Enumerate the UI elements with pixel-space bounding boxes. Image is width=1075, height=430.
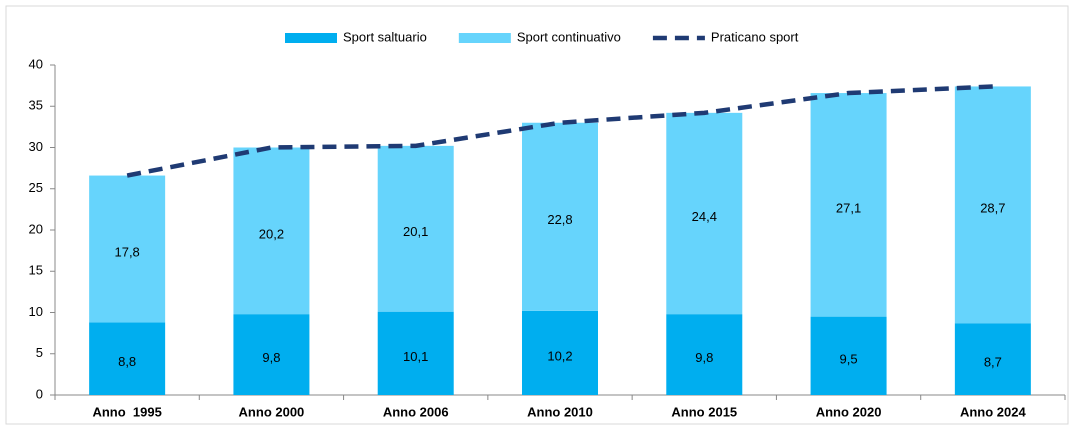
- bar-segment: [89, 175, 166, 323]
- data-label: 28,7: [980, 200, 1005, 215]
- x-tick-label: Anno 2010: [527, 404, 593, 419]
- data-label: 24,4: [692, 209, 717, 224]
- data-label: 22,8: [547, 212, 572, 227]
- bar-segment: [233, 147, 310, 315]
- legend-swatch: [285, 33, 337, 43]
- bar-segment: [666, 112, 743, 315]
- y-tick-label: 10: [29, 304, 43, 319]
- legend-label: Sport continuativo: [517, 29, 621, 44]
- bar-segment: [377, 145, 454, 312]
- y-tick-label: 35: [29, 98, 43, 113]
- y-tick-label: 30: [29, 139, 43, 154]
- data-label: 27,1: [836, 200, 861, 215]
- x-tick-label: Anno 2000: [239, 404, 305, 419]
- bar-segment: [810, 93, 887, 317]
- data-label: 10,2: [547, 348, 572, 363]
- data-label: 20,1: [403, 224, 428, 239]
- bar-segment: [954, 323, 1031, 395]
- y-tick-label: 15: [29, 263, 43, 278]
- x-tick-label: Anno 2006: [383, 404, 449, 419]
- x-tick-label: Anno 1995: [92, 404, 161, 419]
- x-tick-label: Anno 2015: [671, 404, 737, 419]
- bar-segment: [89, 322, 166, 395]
- legend-label: Sport saltuario: [343, 29, 427, 44]
- data-label: 9,8: [695, 350, 713, 365]
- legend-swatch: [458, 33, 511, 43]
- data-label: 9,5: [840, 351, 858, 366]
- legend-label: Praticano sport: [711, 29, 799, 44]
- data-label: 8,8: [118, 354, 136, 369]
- data-label: 17,8: [114, 244, 139, 259]
- y-tick-label: 20: [29, 221, 43, 236]
- x-tick-label: Anno 2020: [816, 404, 882, 419]
- x-tick-label: Anno 2024: [960, 404, 1027, 419]
- y-tick-label: 40: [29, 56, 43, 71]
- bar-segment: [522, 310, 598, 395]
- data-label: 8,7: [984, 355, 1002, 370]
- line-series: [126, 84, 993, 178]
- bar-segment: [377, 311, 454, 395]
- bar-segment: [522, 122, 598, 311]
- data-label: 20,2: [259, 226, 284, 241]
- data-label: 10,1: [403, 349, 428, 364]
- chart-frame: [5, 5, 1069, 425]
- bar-segment: [954, 86, 1031, 324]
- y-tick-label: 5: [36, 345, 43, 360]
- y-tick-label: 25: [29, 180, 43, 195]
- bar-segment: [810, 316, 887, 395]
- data-label: 9,8: [262, 350, 280, 365]
- bar-segment: [666, 314, 743, 395]
- bar-segment: [233, 314, 310, 395]
- y-tick-label: 0: [36, 386, 43, 401]
